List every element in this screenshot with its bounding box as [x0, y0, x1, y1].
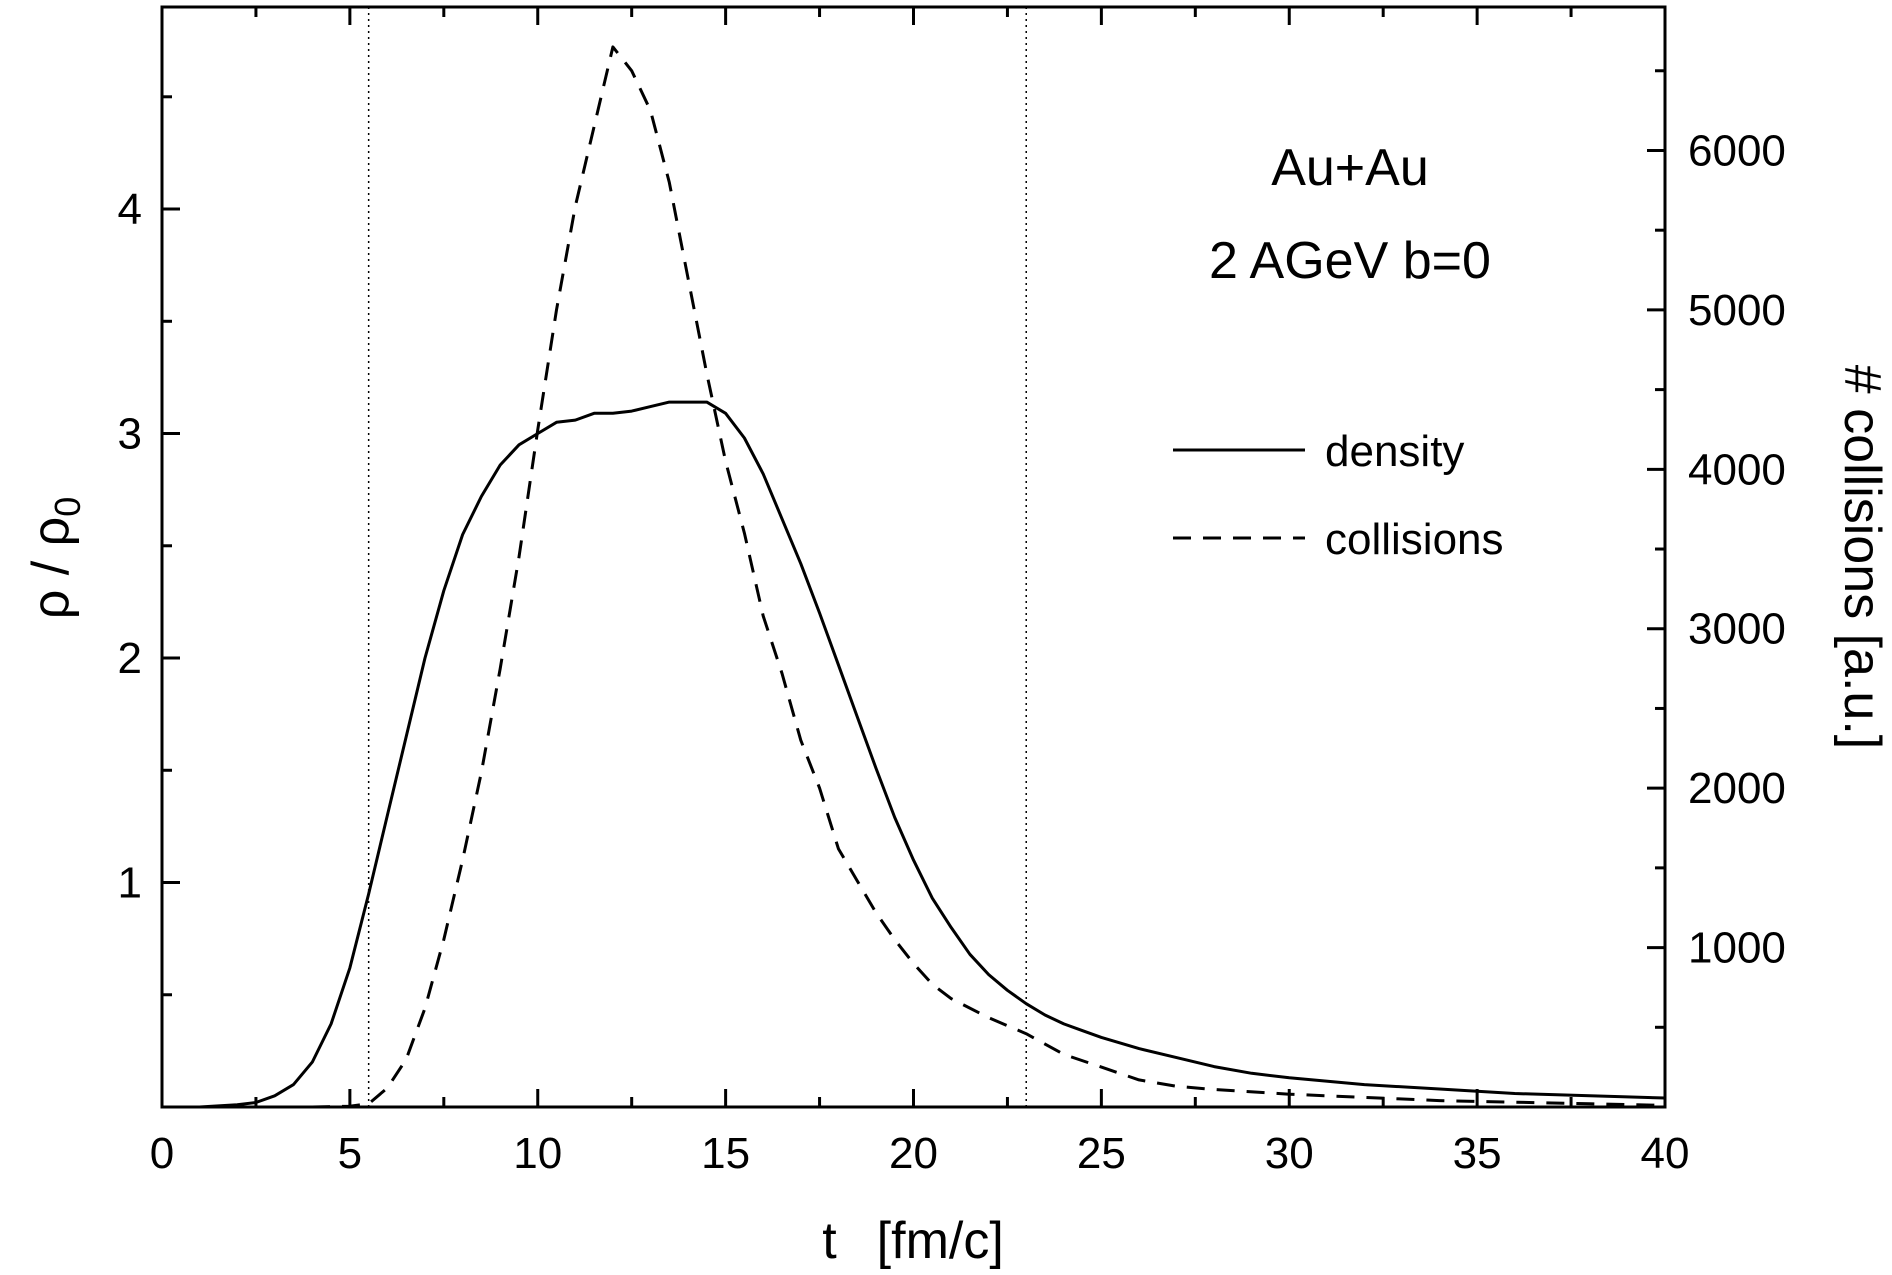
y-left-tick-label: 1: [118, 859, 142, 908]
legend-label-collisions: collisions: [1325, 515, 1504, 564]
legend-label-density: density: [1325, 427, 1464, 476]
plot-series: [162, 45, 1666, 1109]
x-tick-label: 5: [338, 1129, 362, 1178]
axis-ticks: [160, 7, 1667, 1107]
x-tick-label: 0: [150, 1129, 174, 1178]
y-left-tick-labels: 1 2 3 4: [118, 185, 142, 907]
x-tick-label: 20: [889, 1129, 938, 1178]
x-tick-label: 10: [513, 1129, 562, 1178]
x-tick-label: 35: [1453, 1129, 1502, 1178]
y-right-tick-label: 6000: [1688, 126, 1786, 175]
annotation-line-1: Au+Au: [1271, 139, 1429, 197]
y-right-tick-labels: 1000 2000 3000 4000 5000 6000: [1688, 126, 1786, 972]
y-left-tick-label: 4: [118, 185, 142, 234]
legend: density collisions: [1173, 427, 1504, 564]
x-tick-label: 30: [1265, 1129, 1314, 1178]
x-tick-labels: 0 5 10 15 20 25 30 35 40: [150, 1129, 1690, 1178]
y-right-tick-label: 5000: [1688, 286, 1786, 335]
annotation-line-2: 2 AGeV b=0: [1209, 232, 1491, 290]
y-right-tick-label: 4000: [1688, 445, 1786, 494]
y-left-axis-title-main: ρ / ρ: [22, 517, 80, 620]
y-left-axis-title-subscript: 0: [47, 497, 88, 517]
x-tick-label: 15: [701, 1129, 750, 1178]
y-left-axis-title: ρ / ρ0: [22, 497, 88, 620]
x-tick-label: 25: [1077, 1129, 1126, 1178]
series-line-density: [162, 400, 1666, 1109]
x-axis-variable: t: [822, 1212, 837, 1270]
x-tick-label: 40: [1641, 1129, 1690, 1178]
y-right-tick-label: 1000: [1688, 924, 1786, 973]
y-left-tick-label: 2: [118, 634, 142, 683]
y-right-tick-label: 2000: [1688, 764, 1786, 813]
series-line-collisions: [162, 45, 1666, 1109]
y-right-axis-title: # collisions [a.u.]: [1833, 365, 1891, 749]
y-right-tick-label: 3000: [1688, 605, 1786, 654]
reference-lines: [367, 7, 1027, 1107]
x-axis-title: t [fm/c]: [822, 1212, 1004, 1270]
x-axis-unit: [fm/c]: [877, 1212, 1004, 1270]
y-left-tick-label: 3: [118, 410, 142, 459]
